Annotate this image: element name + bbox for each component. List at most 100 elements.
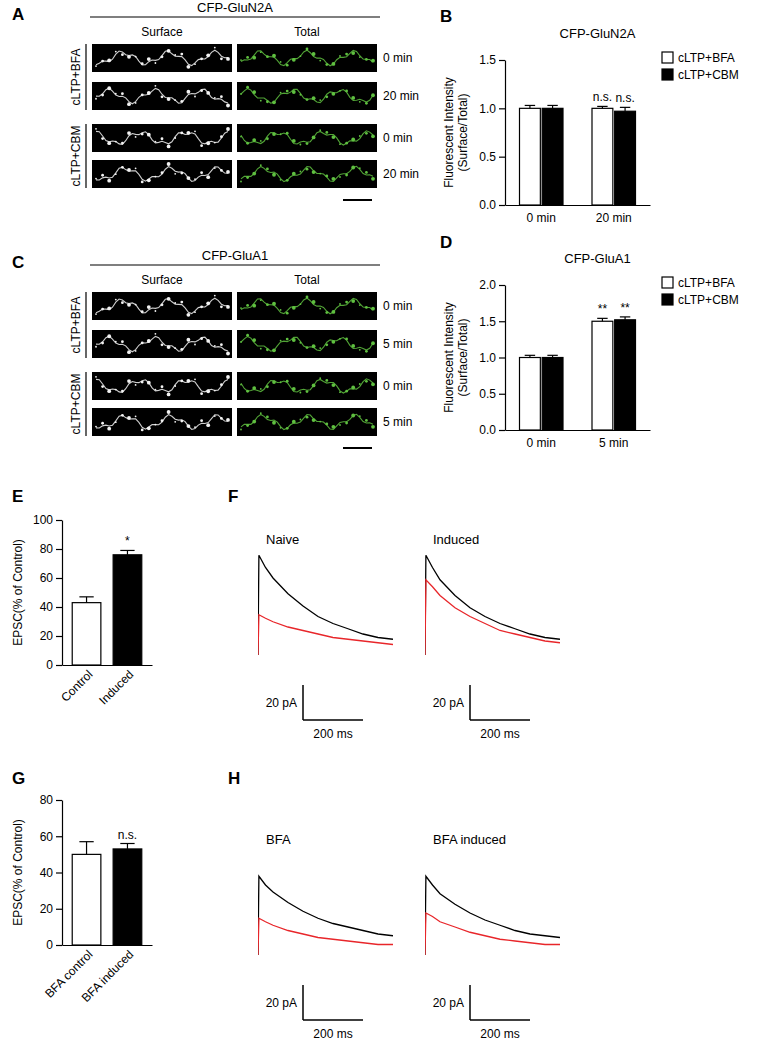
scale-bar-label: 200 ms (480, 727, 519, 741)
puncta (280, 340, 282, 342)
panel-label: D (440, 233, 452, 252)
tick: 80 (40, 542, 62, 556)
puncta (300, 392, 302, 394)
tick: 40 (40, 600, 62, 614)
error-bar-cap (79, 596, 93, 597)
puncta (240, 429, 242, 431)
puncta (266, 303, 269, 306)
bar (592, 108, 613, 205)
tick: 0 (46, 938, 62, 952)
tick-mark (499, 157, 505, 158)
tick: 20 (40, 629, 62, 643)
puncta (147, 91, 151, 95)
puncta (121, 390, 124, 393)
panel-label: G (12, 769, 25, 788)
puncta (95, 376, 97, 378)
micrograph (237, 124, 377, 152)
puncta (95, 65, 97, 67)
puncta (260, 51, 262, 53)
legend-label: cLTP+CBM (678, 68, 739, 82)
trace-chart: BFA20 pA200 ms (258, 832, 393, 1041)
puncta (121, 92, 124, 95)
puncta (371, 59, 375, 63)
puncta (226, 352, 230, 356)
puncta (365, 102, 368, 105)
puncta (286, 64, 289, 67)
tick-mark (56, 800, 62, 801)
legend-swatch (662, 52, 673, 63)
puncta (292, 338, 296, 342)
puncta (206, 389, 210, 393)
micrograph (92, 44, 232, 72)
micrograph (237, 160, 377, 188)
puncta (121, 340, 124, 343)
puncta (194, 63, 196, 65)
puncta (359, 167, 361, 169)
significance-label: n.s. (615, 91, 634, 105)
puncta (325, 175, 328, 178)
puncta (121, 414, 124, 417)
puncta (220, 417, 223, 420)
puncta (280, 133, 282, 135)
puncta (246, 56, 249, 59)
tick: 0 min (527, 436, 556, 450)
bar (542, 358, 563, 431)
puncta (272, 302, 276, 306)
micrograph (92, 292, 232, 320)
puncta (174, 173, 176, 175)
error-bar-cap (597, 106, 607, 107)
puncta (332, 340, 336, 344)
bar (615, 111, 636, 205)
puncta (252, 138, 256, 142)
puncta (200, 419, 203, 422)
axis-line (505, 61, 506, 206)
puncta (260, 412, 262, 414)
dendrite (241, 379, 373, 393)
puncta (95, 426, 97, 428)
puncta (121, 301, 124, 304)
plot-marks (520, 105, 636, 205)
tick-label: 60 (40, 571, 54, 585)
plot-marks (72, 842, 142, 945)
puncta (107, 427, 111, 431)
panel-label: E (12, 487, 23, 506)
puncta (365, 350, 368, 353)
puncta (127, 55, 131, 59)
puncta (135, 167, 137, 169)
puncta (226, 418, 230, 422)
puncta (135, 384, 137, 386)
micrograph (92, 372, 232, 400)
puncta (180, 53, 183, 56)
trace (258, 918, 393, 955)
puncta (319, 377, 321, 379)
micrograph (237, 330, 377, 358)
puncta (167, 162, 171, 166)
puncta (101, 94, 104, 97)
puncta (351, 51, 355, 55)
puncta (240, 93, 242, 95)
puncta (359, 415, 361, 417)
puncta (365, 58, 368, 61)
tick-mark (56, 520, 62, 521)
puncta (161, 385, 164, 388)
row-label: 0 min (383, 51, 412, 65)
puncta (161, 343, 164, 346)
chart-title: BFA (266, 832, 291, 847)
micrograph (92, 408, 232, 436)
puncta (325, 311, 328, 314)
tick-label: 0 min (527, 211, 556, 225)
puncta (115, 51, 117, 53)
puncta (240, 59, 242, 61)
puncta (371, 382, 375, 386)
puncta (141, 93, 144, 96)
scale-bar-vertical (302, 985, 304, 1020)
puncta (359, 101, 361, 103)
puncta (220, 305, 223, 308)
puncta (167, 97, 171, 101)
puncta (300, 55, 302, 57)
panel-title: CFP-GluN2A (197, 0, 273, 15)
puncta (371, 341, 375, 345)
tick-label: 0 (46, 938, 53, 952)
scale-bar-label: 20 pA (266, 696, 297, 710)
puncta (121, 53, 124, 56)
